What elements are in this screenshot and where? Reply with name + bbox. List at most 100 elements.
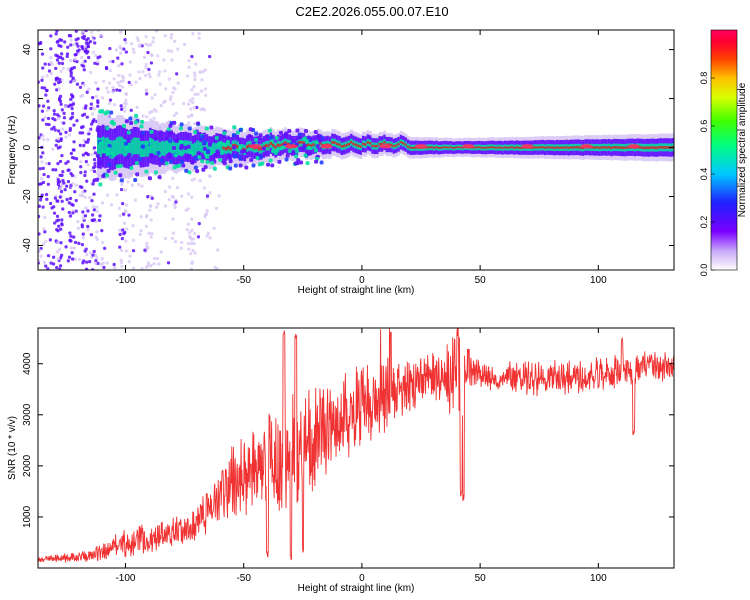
spectrogram-noise-cell [169,95,173,99]
spectrogram-ridge-cell [558,146,561,149]
spectrogram-noise-cell [112,77,116,81]
spectrogram-ridge-cell [127,140,131,158]
spectrogram-ridge-cell [267,128,272,133]
spectrogram-ridge-cell [435,146,438,149]
spectrogram-noise-cell [66,160,70,164]
spectrogram-ridge-cell [123,139,126,157]
spectrogram-ridge-cell [621,146,625,149]
y-tick-label: -40 [22,238,33,253]
spectrogram-noise-cell [38,232,41,236]
spectrogram-ridge-cell [238,156,243,161]
spectrogram-noise-cell [40,78,44,82]
spectrogram-noise-cell [191,100,195,104]
snr-x-label: Height of straight line (km) [298,583,415,594]
spectrogram-noise-cell [91,205,95,209]
spectrogram-noise-cell [68,214,73,218]
spectrogram-ridge-cell [222,142,227,147]
spectrogram-ridge-cell [146,140,150,157]
spectrogram-noise-cell [128,73,132,77]
spectrogram-noise-cell [49,60,53,65]
spectrogram-noise-cell [139,228,143,233]
spectrogram-ridge-cell [157,175,162,180]
spectrogram-ridge-cell [178,126,183,131]
spectrogram-ridge-cell [274,145,278,149]
spectrogram-ridge-cell [444,146,448,149]
spectrogram-noise-cell [78,193,82,198]
spectrogram-noise-cell [150,96,154,100]
spectrogram-noise-cell [55,214,60,218]
spectrogram-noise-cell [134,80,138,84]
y-tick-label: 0 [22,144,33,150]
spectrogram-noise-cell [96,30,100,33]
spectrogram-noise-cell [65,197,69,202]
spectrogram-noise-cell [85,90,89,94]
spectrogram-noise-cell [138,232,142,236]
spectrogram-ridge-cell [291,151,296,156]
spectrogram-noise-cell [92,158,97,162]
spectrogram-noise-cell [49,201,53,206]
spectrogram-noise-cell [121,85,125,89]
spectrogram-noise-cell [40,86,44,90]
spectrogram-noise-cell [86,224,90,229]
spectrogram-ridge-cell [156,140,159,156]
spectrogram-ridge-cell [610,146,613,150]
spectrogram-noise-cell [193,92,197,96]
y-tick-label: 4000 [22,352,33,375]
spectrogram-noise-cell [192,242,196,246]
spectrogram-noise-cell [55,58,60,62]
spectrogram-noise-cell [61,170,65,174]
spectrogram-noise-cell [158,82,162,86]
spectrogram-noise-cell [88,260,92,264]
spectrogram-noise-cell [168,98,172,102]
spectrogram-ridge-cell [387,143,391,146]
spectrogram-noise-cell [117,64,121,68]
spectrogram-ridge-cell [300,140,304,144]
spectrogram-ridge-cell [501,146,505,149]
spectrogram-noise-cell [147,231,151,235]
spectrogram-ridge-cell [210,143,214,156]
spectrogram-noise-cell [149,53,154,57]
spectrogram-noise-cell [111,85,115,90]
spectrogram-ridge-cell [138,157,143,162]
spectrogram-noise-cell [53,196,57,200]
spectrogram-noise-cell [174,240,178,244]
spectrogram-ridge-cell [303,153,308,158]
spectrogram-ridge-cell [347,142,351,146]
spectrogram-noise-cell [82,83,86,87]
spectrogram-noise-cell [91,253,95,257]
spectrogram-noise-cell [105,193,110,197]
spectrogram-noise-cell [61,179,65,183]
spectrogram-noise-cell [156,54,160,58]
spectrogram-noise-cell [145,115,149,119]
spectrogram-noise-cell [128,60,132,64]
spectrogram-noise-cell [123,221,127,225]
spectrogram-ridge-cell [249,157,254,162]
spectrogram-noise-cell [187,58,191,63]
spectrogram-ridge-cell [378,142,382,146]
spectrogram-ridge-cell [406,145,410,148]
spectrogram-noise-cell [201,69,205,74]
spectrogram-noise-cell [81,216,85,221]
spectrogram-ridge-cell [168,123,173,128]
figure-title: C2E2.2026.055.00.07.E10 [295,4,448,19]
spectrogram-noise-cell [118,88,122,93]
spectrogram-noise-cell [64,245,68,249]
spectrogram-ridge-cell [158,130,163,135]
spectrogram-ridge-cell [187,170,192,175]
spectrogram-ridge-cell [439,146,443,149]
spectrogram-ridge-cell [196,121,201,126]
spectrogram-noise-cell [171,217,175,221]
spectrogram-ridge-cell [234,143,238,148]
spectrogram-noise-cell [171,231,176,235]
spectrogram-noise-cell [41,66,45,70]
spectrogram-noise-cell [118,214,122,218]
spectrogram-noise-cell [94,253,98,257]
y-tick-label: 1000 [22,505,33,528]
spectrogram-ridge-cell [473,146,476,149]
spectrogram-ridge-cell [345,143,349,147]
spectrogram-ridge-cell [169,160,174,165]
spectrogram-noise-cell [169,36,173,40]
spectrogram-ridge-cell [432,146,436,149]
spectrogram-noise-cell [200,78,204,82]
spectrogram-noise-cell [66,168,70,172]
